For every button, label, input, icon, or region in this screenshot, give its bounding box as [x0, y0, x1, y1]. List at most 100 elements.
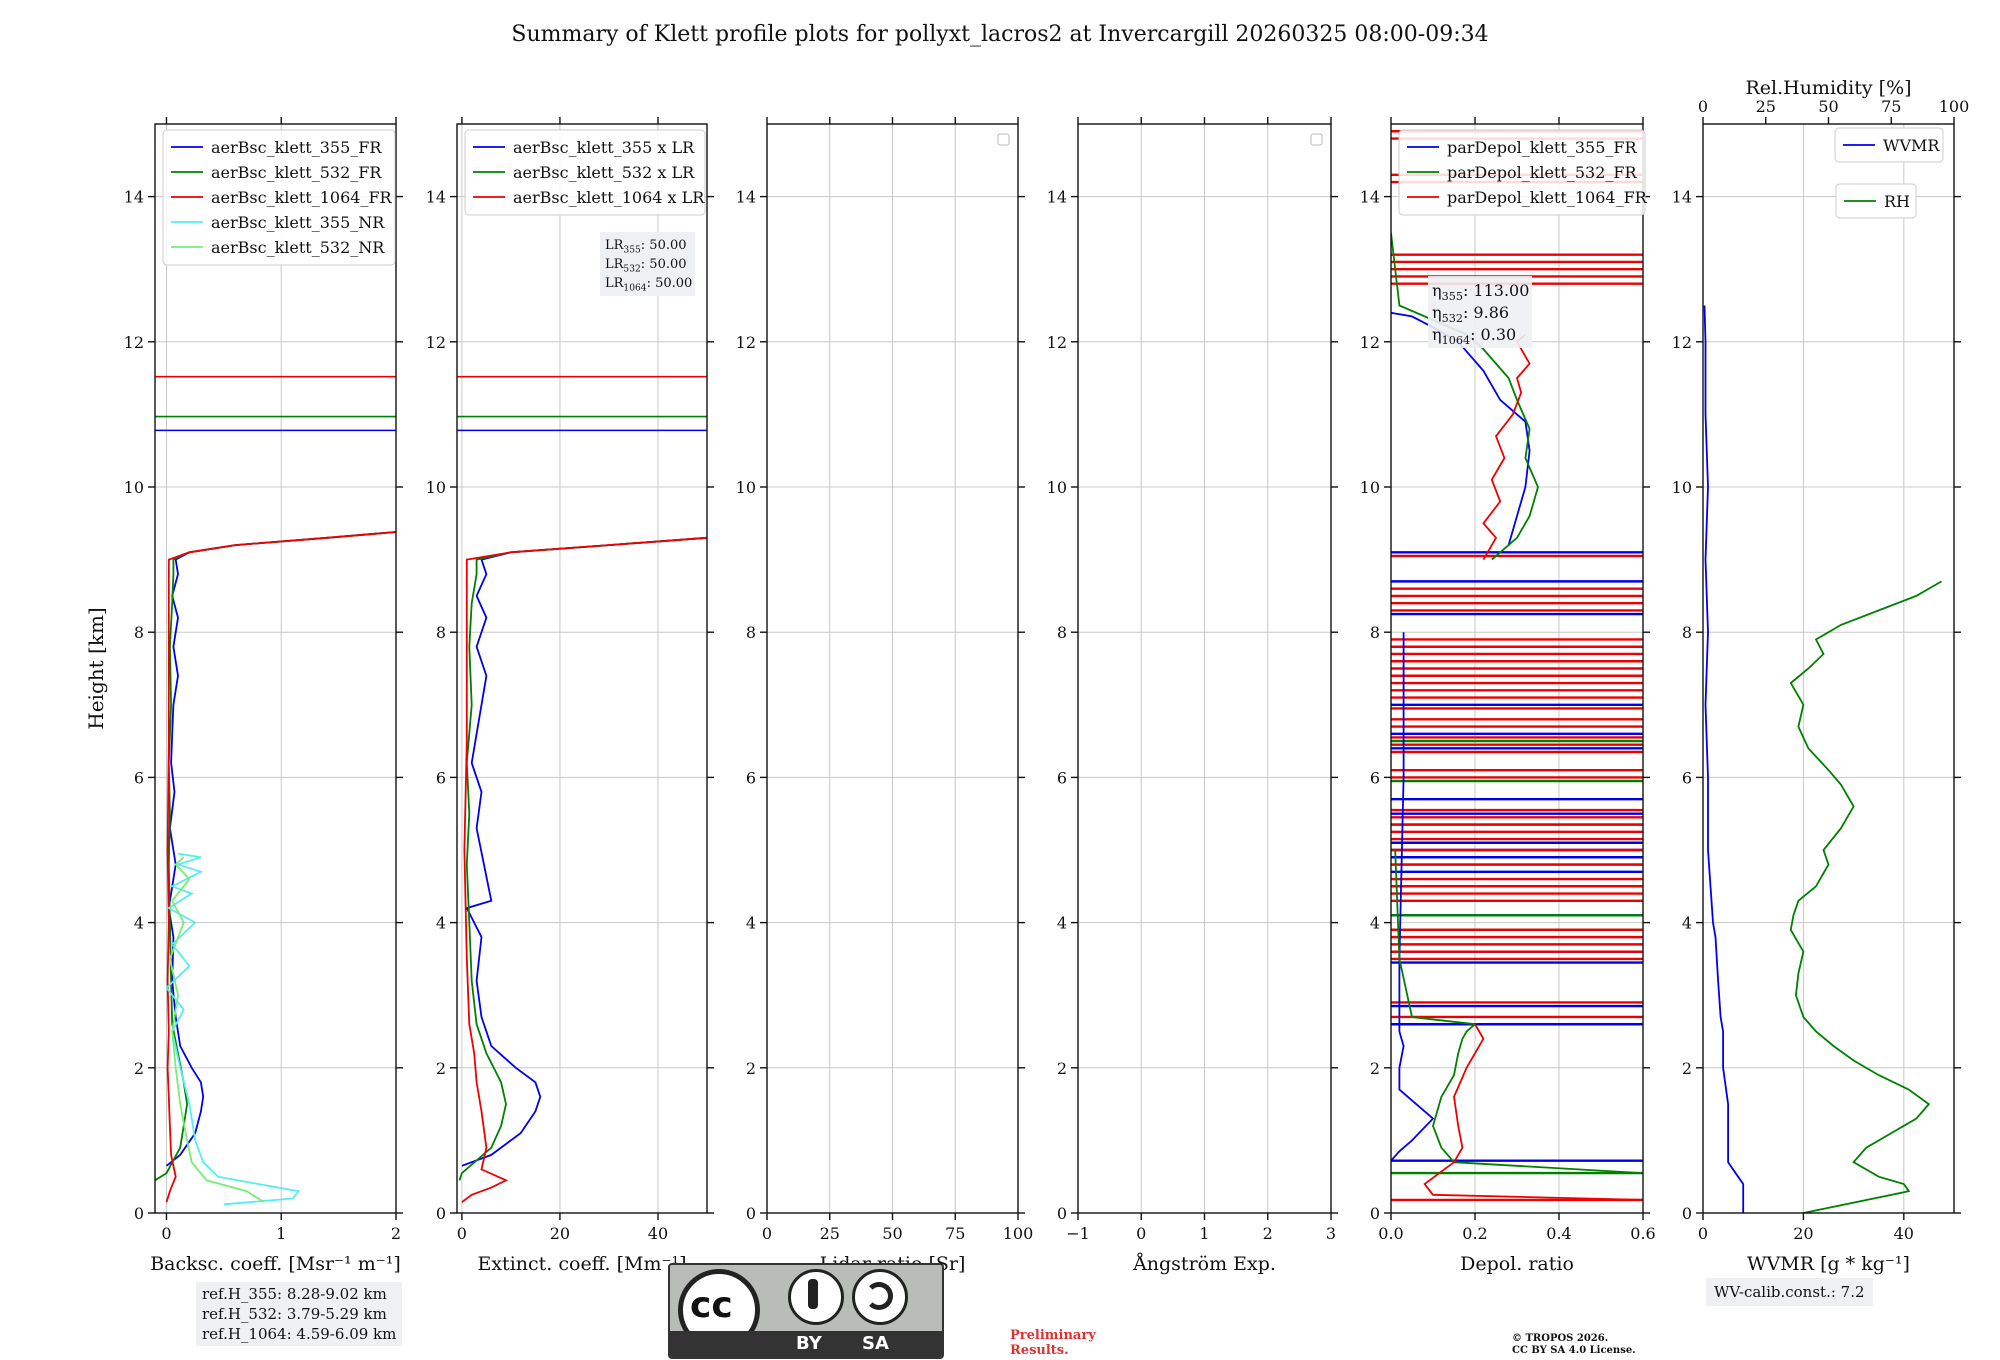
series-line-dep-0: [1391, 632, 1435, 1162]
ytick-label-wv-6: 6: [1682, 768, 1692, 787]
xaxis-label-ang: Ångström Exp.: [1132, 1253, 1276, 1275]
ytick-label-bsc-2: 2: [134, 1059, 144, 1078]
legend-label-dep-0: parDepol_klett_355_FR: [1447, 138, 1638, 157]
panel-frame-bsc: [154, 123, 397, 1214]
ytick-label-ext-6: 6: [436, 768, 446, 787]
xtick-label-bsc-1: 1: [276, 1224, 286, 1243]
xaxis-label-wv: WVMR [g * kg⁻¹]: [1747, 1253, 1910, 1275]
series-line-bsc-3: [165, 852, 301, 1206]
ytick-label-ang-12: 12: [1047, 333, 1067, 352]
cc-by-label: BY: [796, 1333, 822, 1354]
ytick-label-wv-10: 10: [1672, 478, 1692, 497]
ytick-label-lr-12: 12: [736, 333, 756, 352]
top-xtick-label-wv-4: 100: [1939, 97, 1970, 116]
xaxis-label-bsc: Backsc. coeff. [Msr⁻¹ m⁻¹]: [150, 1253, 401, 1275]
series-line-bsc-2: [165, 531, 396, 1203]
ytick-label-dep-8: 8: [1370, 623, 1380, 642]
xtick-label-ang-3: 2: [1263, 1224, 1273, 1243]
xtick-label-wv-2: 40: [1894, 1224, 1914, 1243]
ytick-label-wv-0: 0: [1682, 1204, 1692, 1223]
ytick-label-lr-0: 0: [746, 1204, 756, 1223]
xaxis-label-dep: Depol. ratio: [1460, 1253, 1574, 1275]
top-axis-label-wv: Rel.Humidity [%]: [1745, 77, 1911, 99]
series-line-ext-2: [461, 536, 707, 1203]
ytick-label-dep-12: 12: [1360, 333, 1380, 352]
xtick-label-ext-0: 0: [457, 1224, 467, 1243]
xtick-label-bsc-2: 2: [391, 1224, 401, 1243]
copyright-line-1: © TROPOS 2026.: [1512, 1333, 1609, 1344]
ytick-label-wv-12: 12: [1672, 333, 1692, 352]
ytick-label-dep-6: 6: [1370, 768, 1380, 787]
eta-annotation-box: [1428, 276, 1532, 348]
person-figure-icon: [808, 1279, 818, 1309]
ytick-label-lr-8: 8: [746, 623, 756, 642]
legend-label-dep-1: parDepol_klett_532_FR: [1447, 163, 1638, 182]
xtick-label-ang-2: 1: [1199, 1224, 1209, 1243]
ytick-label-bsc-0: 0: [134, 1204, 144, 1223]
preliminary-line-2: Results.: [1010, 1343, 1069, 1358]
ref-height-355: ref.H_355: 8.28-9.02 km: [202, 1285, 387, 1303]
ytick-label-lr-10: 10: [736, 478, 756, 497]
ytick-label-dep-14: 14: [1360, 188, 1380, 207]
legend-label-bsc-1: aerBsc_klett_532_FR: [211, 163, 382, 182]
xtick-label-lr-2: 50: [882, 1224, 902, 1243]
ytick-label-bsc-14: 14: [124, 188, 144, 207]
legend-label-dep-2: parDepol_klett_1064_FR: [1447, 188, 1648, 207]
xtick-label-ext-1: 20: [550, 1224, 570, 1243]
ytick-label-lr-2: 2: [746, 1059, 756, 1078]
ytick-label-bsc-6: 6: [134, 768, 144, 787]
copyright-note: © TROPOS 2026. CC BY SA 4.0 License.: [1512, 1333, 1636, 1357]
legend-label-bsc-3: aerBsc_klett_355_NR: [211, 213, 385, 232]
eta-annotation-532: η532: 9.86: [1432, 303, 1509, 325]
legend-label-wv-1: RH: [1884, 192, 1910, 211]
eta-annotation-355: η355: 113.00: [1432, 281, 1529, 303]
legend-label-bsc-0: aerBsc_klett_355_FR: [211, 138, 382, 157]
share-alike-arrow-icon: [865, 1282, 893, 1310]
panel-frame-ext: [456, 123, 708, 1214]
xtick-label-ext-2: 40: [648, 1224, 668, 1243]
xtick-label-wv-1: 20: [1793, 1224, 1813, 1243]
copyright-line-2: CC BY SA 4.0 License.: [1512, 1345, 1636, 1356]
legend-box-ext: [464, 129, 706, 216]
lr-annotation-box: [600, 232, 695, 296]
panel-frame-dep: [1390, 123, 1644, 1214]
series-line-wv-0: [1703, 305, 1745, 1213]
ytick-label-ext-2: 2: [436, 1059, 446, 1078]
cc-badge-strip: [670, 1331, 942, 1357]
series-line-dep-1: [1394, 849, 1643, 1174]
legend-box-dep: [1398, 129, 1646, 216]
figure-title: Summary of Klett profile plots for polly…: [511, 22, 1489, 47]
top-xtick-label-wv-3: 75: [1881, 97, 1901, 116]
legend-box-wv-0: [1834, 127, 1944, 163]
ytick-label-bsc-12: 12: [124, 333, 144, 352]
xtick-label-lr-4: 100: [1003, 1224, 1034, 1243]
legend-label-bsc-4: aerBsc_klett_532_NR: [211, 238, 385, 257]
ytick-label-dep-0: 0: [1370, 1204, 1380, 1223]
eta-annotation-1064: η1064: 0.30: [1432, 325, 1516, 347]
xaxis-label-ext: Extinct. coeff. [Mm⁻¹]: [477, 1253, 686, 1275]
wv-calib-text: WV-calib.const.: 7.2: [1714, 1283, 1865, 1301]
ref-height-1064: ref.H_1064: 4.59-6.09 km: [202, 1325, 397, 1343]
xtick-label-lr-3: 75: [945, 1224, 965, 1243]
cc-license-badge: cc BY SA: [668, 1263, 944, 1359]
ytick-label-ext-0: 0: [436, 1204, 446, 1223]
preliminary-note: Preliminary Results.: [1010, 1328, 1096, 1358]
series-line-ext-0: [461, 536, 707, 1167]
lr-annotation-1064: LR1064: 50.00: [605, 276, 692, 293]
ytick-label-dep-4: 4: [1370, 914, 1380, 933]
ytick-label-wv-14: 14: [1672, 188, 1692, 207]
ytick-label-ang-14: 14: [1047, 188, 1067, 207]
empty-legend-box-ang: [1310, 133, 1323, 146]
preliminary-line-1: Preliminary: [1010, 1328, 1096, 1343]
xtick-label-lr-0: 0: [762, 1224, 772, 1243]
ytick-label-wv-8: 8: [1682, 623, 1692, 642]
ytick-label-ext-14: 14: [426, 188, 446, 207]
ytick-label-ang-4: 4: [1057, 914, 1067, 933]
cc-sa-label: SA: [862, 1333, 889, 1354]
xtick-label-lr-1: 25: [820, 1224, 840, 1243]
ytick-label-ext-8: 8: [436, 623, 446, 642]
legend-label-ext-0: aerBsc_klett_355 x LR: [513, 138, 695, 157]
legend-box-bsc: [162, 129, 396, 266]
